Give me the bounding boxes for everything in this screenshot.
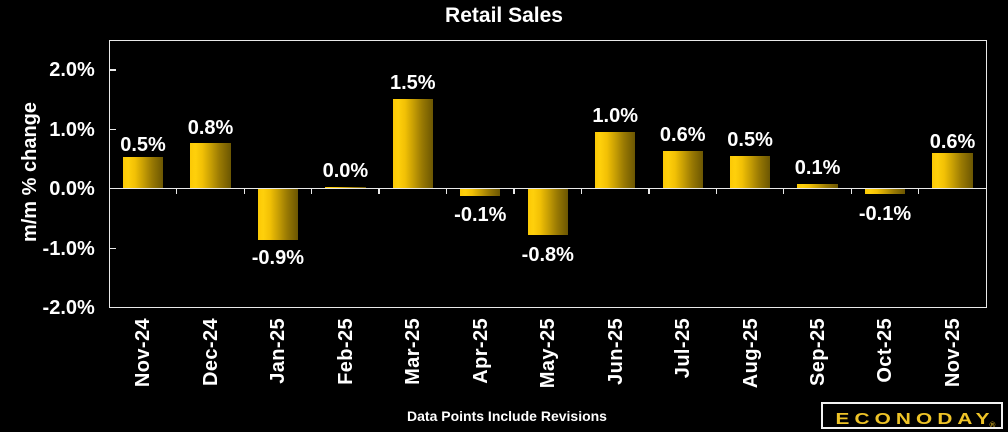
svg-text:®: ®: [989, 420, 995, 427]
svg-text:ECONODAY: ECONODAY: [835, 409, 990, 427]
